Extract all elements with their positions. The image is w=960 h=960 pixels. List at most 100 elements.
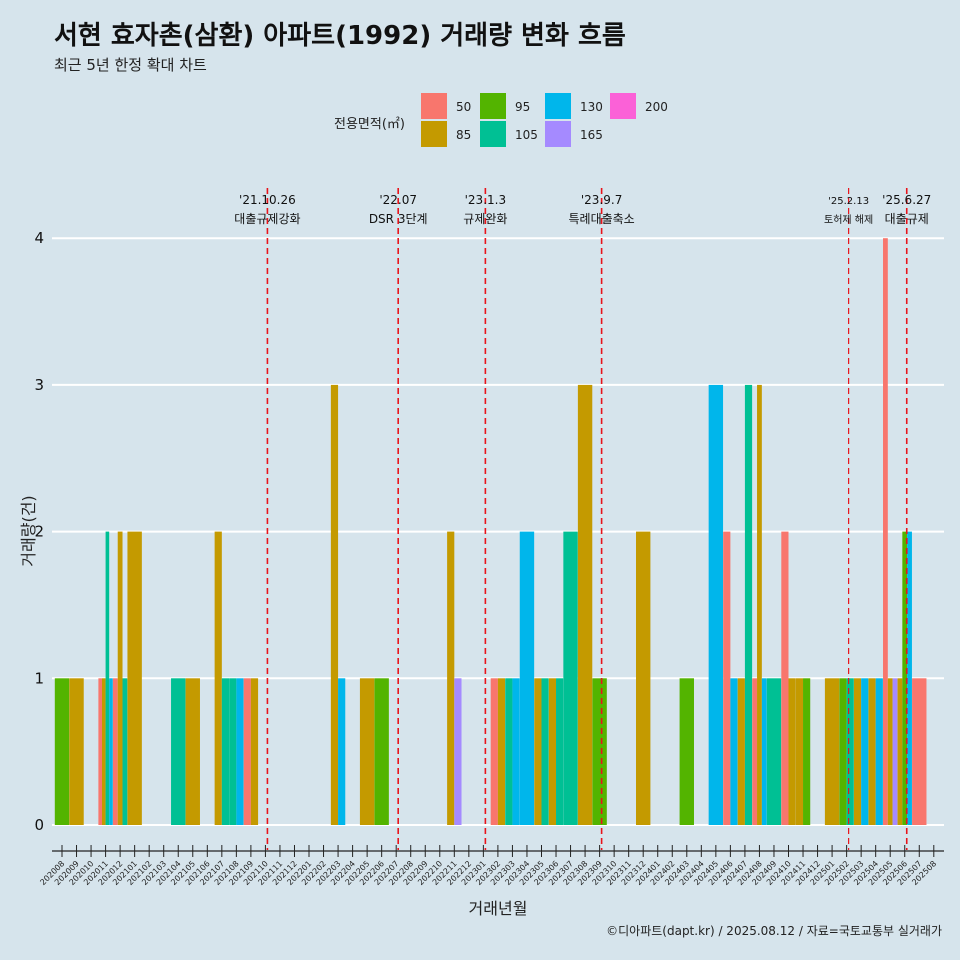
legend-swatch-200: [610, 93, 636, 119]
bars: [54, 238, 927, 825]
bar-202406-130: [730, 678, 738, 825]
bar-202008-95: [54, 678, 70, 825]
bar-202305-105: [541, 678, 549, 825]
y-tick-label: 3: [34, 376, 44, 394]
caption: ©디아파트(dapt.kr) / 2025.08.12 / 자료=국토교통부 실…: [606, 924, 942, 938]
legend-label-130: 130: [580, 100, 603, 114]
bar-202502-95: [839, 678, 847, 825]
y-tick-label: 0: [34, 816, 44, 834]
legend-swatch-165: [545, 121, 571, 147]
legend-swatch-105: [480, 121, 506, 147]
legend-title: 전용면적(㎡): [334, 117, 405, 132]
bar-202012-50: [112, 678, 118, 825]
bar-202407-105: [744, 384, 753, 825]
y-tick-label: 4: [34, 229, 44, 247]
event-date-202506: '25.6.27: [882, 193, 931, 207]
bar-202505-165: [892, 678, 898, 825]
bar-202203-85: [330, 384, 339, 825]
bar-202506-95: [902, 531, 908, 825]
bar-202408-85: [757, 384, 762, 825]
chart-subtitle: 최근 5년 한정 확대 차트: [54, 56, 207, 74]
bar-202011-105: [105, 531, 110, 825]
event-label-202309: 특례대출축소: [568, 212, 634, 226]
y-axis-ticks: 0 1 2 3 4: [34, 229, 44, 834]
bar-202507-50: [912, 678, 927, 825]
event-label-202506: 대출규제: [885, 212, 929, 226]
legend-swatch-130: [545, 93, 571, 119]
bar-202411-85: [795, 678, 804, 825]
bar-202503-130: [861, 678, 869, 825]
y-axis-label: 거래량(건): [19, 495, 38, 566]
bar-202503-85: [853, 678, 862, 825]
bar-202011-85: [101, 678, 106, 825]
bar-202407-85: [737, 678, 745, 825]
bar-202206-95: [374, 678, 389, 825]
bar-202009-85: [69, 678, 84, 825]
bar-202502-105: [846, 678, 854, 825]
bar-202011-50: [98, 678, 102, 825]
bar-202011-130: [109, 678, 113, 825]
legend-swatch-85: [421, 121, 447, 147]
bar-202211-165: [454, 678, 462, 825]
bar-202108-105: [229, 678, 237, 825]
event-label-202207: DSR 3단계: [369, 212, 428, 226]
bar-202304-130: [519, 531, 535, 825]
bar-202309-95: [592, 678, 607, 825]
bar-202303-105: [505, 678, 513, 825]
y-tick-label: 2: [34, 523, 44, 541]
bar-202107-105: [221, 678, 230, 825]
bar-202403-95: [679, 678, 694, 825]
bar-202501-85: [824, 678, 840, 825]
bar-202211-85: [447, 531, 455, 825]
bar-202406-50: [723, 531, 731, 825]
legend-label-165: 165: [580, 128, 603, 142]
bar-202203-130: [338, 678, 346, 825]
bar-202012-85: [117, 531, 123, 825]
event-markers: '21.10.26 대출규제강화 '22.07 DSR 3단계 '23.1.3 규제완화 '…: [234, 188, 931, 850]
chart-title: 서현 효자촌(삼환) 아파트(1992) 거래량 변화 흐름: [54, 21, 626, 51]
bar-202410-50: [781, 531, 789, 825]
event-label-202110: 대출규제강화: [234, 212, 300, 226]
event-label-202301: 규제완화: [463, 212, 507, 226]
bar-202307-105: [563, 531, 578, 825]
bar-202205-85: [359, 678, 375, 825]
bar-202302-50: [490, 678, 498, 825]
legend: 전용면적(㎡) 50 85 95 105 130 165 200: [334, 93, 668, 147]
bar-202302-85: [497, 678, 506, 825]
bar-202405-130: [708, 384, 724, 825]
bar-202107-85: [214, 531, 222, 825]
legend-swatch-95: [480, 93, 506, 119]
bar-202306-85: [548, 678, 557, 825]
x-axis: 2020082020092020102020112020122021012021…: [38, 845, 944, 887]
bar-202101-85: [127, 531, 142, 825]
bar-202303-130: [512, 678, 520, 825]
bar-202505-85: [887, 678, 893, 825]
bar-202504-85: [868, 678, 876, 825]
legend-label-85: 85: [456, 128, 471, 142]
bar-202411-95: [803, 678, 811, 825]
bar-202306-105: [556, 678, 564, 825]
event-date-202207: '22.07: [379, 193, 417, 207]
legend-label-105: 105: [515, 128, 538, 142]
event-date-202502: '25.2.13: [828, 196, 869, 207]
bar-202109-85: [250, 678, 259, 825]
bar-202504-130: [875, 678, 883, 825]
bar-202109-50: [243, 678, 251, 825]
legend-swatch-50: [421, 93, 447, 119]
bar-202506-85: [897, 678, 903, 825]
bar-202409-105: [766, 678, 782, 825]
legend-label-50: 50: [456, 100, 471, 114]
event-label-202502: 토허제 해제: [824, 213, 873, 226]
bar-202012-105: [122, 678, 128, 825]
x-axis-label: 거래년월: [469, 899, 528, 918]
bar-202506-130: [907, 531, 912, 825]
bar-202105-85: [185, 678, 200, 825]
y-tick-label: 1: [34, 669, 44, 687]
bar-202408-50: [752, 678, 758, 825]
bar-202408-130: [761, 678, 767, 825]
legend-label-200: 200: [645, 100, 668, 114]
bar-202108-130: [236, 678, 244, 825]
bar-202410-85: [788, 678, 796, 825]
bar-202505-50: [883, 238, 888, 825]
